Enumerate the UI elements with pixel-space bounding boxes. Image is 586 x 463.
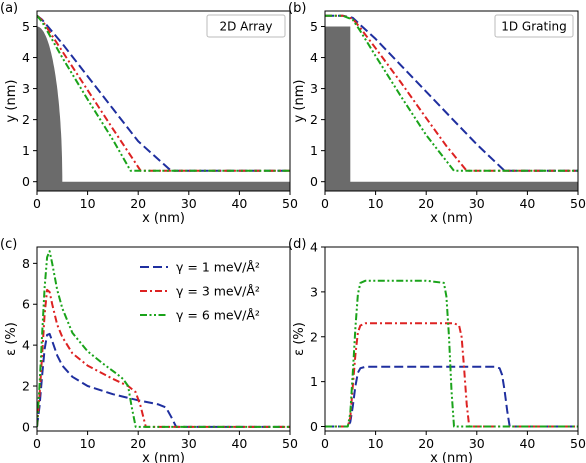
y-tick-label: 1 bbox=[310, 374, 318, 389]
panel-label: (c) bbox=[0, 237, 17, 252]
axes-frame bbox=[324, 246, 579, 432]
x-tick-label: 30 bbox=[181, 436, 197, 451]
series-line-gamma-1 bbox=[325, 14, 578, 172]
substrate-shape bbox=[325, 26, 578, 191]
y-axis-label: y (nm) bbox=[292, 80, 307, 123]
y-tick-label: 5 bbox=[22, 19, 30, 34]
x-tick-label: 30 bbox=[469, 436, 485, 451]
x-axis-label: x (nm) bbox=[142, 211, 185, 226]
plot-area bbox=[37, 250, 290, 428]
x-tick-label: 50 bbox=[282, 436, 298, 451]
x-axis-label: x (nm) bbox=[430, 451, 473, 463]
series-line-gamma-3 bbox=[37, 14, 290, 172]
series-line-gamma-6 bbox=[37, 250, 290, 428]
x-tick-label: 40 bbox=[231, 196, 247, 211]
series-line-gamma-1 bbox=[37, 332, 290, 428]
panel-d: 0 10 20 30 40 50 0 1 2 3 4 x (nm) ε (%) (d) bbox=[288, 237, 586, 463]
x-tick-label: 20 bbox=[418, 196, 434, 211]
legend-label: γ = 6 meV/Å² bbox=[176, 308, 260, 323]
y-tick-label: 0 bbox=[22, 174, 30, 189]
y-tick-label: 0 bbox=[310, 419, 318, 434]
x-tick-label: 10 bbox=[80, 436, 96, 451]
plot-area bbox=[325, 14, 578, 191]
axes-frame bbox=[324, 10, 579, 192]
x-tick-label: 0 bbox=[321, 436, 329, 451]
y-tick-label: 3 bbox=[310, 284, 318, 299]
x-tick-label: 10 bbox=[80, 196, 96, 211]
y-tick-label: 0 bbox=[22, 419, 30, 434]
x-tick-label: 30 bbox=[469, 196, 485, 211]
x-axis-label: x (nm) bbox=[142, 451, 185, 463]
x-tick-label: 10 bbox=[368, 196, 384, 211]
series-line-gamma-6 bbox=[325, 14, 578, 172]
y-tick-label: 3 bbox=[22, 81, 30, 96]
x-tick-label: 50 bbox=[570, 436, 586, 451]
x-axis-label: x (nm) bbox=[430, 211, 473, 226]
y-tick-label: 1 bbox=[22, 143, 30, 158]
series-line-gamma-3 bbox=[325, 14, 578, 172]
title-box bbox=[494, 14, 574, 38]
x-tick-label: 40 bbox=[519, 196, 535, 211]
series-line-gamma-3 bbox=[325, 322, 578, 428]
panel-title: 1D Grating bbox=[501, 20, 567, 34]
y-tick-label: 4 bbox=[310, 50, 318, 65]
x-tick-label: 10 bbox=[368, 436, 384, 451]
series-line-gamma-6 bbox=[325, 279, 578, 428]
y-axis-label: ε (%) bbox=[4, 322, 19, 356]
y-tick-label: 4 bbox=[22, 338, 30, 353]
x-tick-label: 50 bbox=[282, 196, 298, 211]
y-tick-label: 8 bbox=[22, 256, 30, 271]
x-tick-label: 0 bbox=[33, 196, 41, 211]
y-tick-label: 2 bbox=[22, 112, 30, 127]
y-tick-label: 2 bbox=[22, 379, 30, 394]
panel-b: 0 10 20 30 40 50 0 1 2 3 4 5 x (nm) y (nm) (b) 1D Grati… bbox=[288, 1, 586, 226]
y-axis-label: y (nm) bbox=[4, 80, 19, 123]
x-tick-label: 0 bbox=[321, 196, 329, 211]
y-tick-label: 2 bbox=[310, 329, 318, 344]
y-tick-label: 2 bbox=[310, 112, 318, 127]
y-tick-label: 5 bbox=[310, 19, 318, 34]
panel-a: 0 10 20 30 40 50 0 1 2 3 4 5 x (nm) y (nm) (a) 2D Array bbox=[0, 1, 298, 226]
legend-label: γ = 1 meV/Å² bbox=[176, 260, 260, 275]
y-tick-label: 4 bbox=[310, 240, 318, 255]
y-axis-label: ε (%) bbox=[292, 322, 307, 356]
x-tick-label: 20 bbox=[418, 436, 434, 451]
plot-area bbox=[37, 14, 290, 191]
panel-c: 0 10 20 30 40 50 0 2 4 6 8 x (nm) ε (%) (c) γ = 1 meV/… bbox=[0, 237, 298, 463]
x-tick-label: 30 bbox=[181, 196, 197, 211]
x-tick-label: 20 bbox=[130, 436, 146, 451]
panel-label: (a) bbox=[0, 1, 18, 16]
x-tick-label: 40 bbox=[231, 436, 247, 451]
axes-frame bbox=[36, 10, 291, 192]
series-line-gamma-1 bbox=[325, 365, 578, 428]
x-tick-label: 20 bbox=[130, 196, 146, 211]
axes-frame bbox=[36, 246, 291, 432]
series-line-gamma-1 bbox=[37, 14, 290, 172]
y-tick-label: 6 bbox=[22, 297, 30, 312]
legend: γ = 1 meV/Å² γ = 3 meV/Å² γ = 6 meV/Å² bbox=[140, 260, 260, 323]
panel-label: (d) bbox=[288, 237, 306, 252]
panel-title: 2D Array bbox=[219, 20, 272, 34]
y-tick-label: 4 bbox=[22, 50, 30, 65]
plot-area bbox=[325, 279, 578, 428]
x-tick-label: 40 bbox=[519, 436, 535, 451]
panel-label: (b) bbox=[288, 1, 306, 16]
title-box bbox=[206, 14, 286, 38]
substrate-shape bbox=[37, 26, 290, 191]
x-tick-label: 50 bbox=[570, 196, 586, 211]
legend-label: γ = 3 meV/Å² bbox=[176, 284, 260, 299]
y-tick-label: 3 bbox=[310, 81, 318, 96]
y-tick-label: 0 bbox=[310, 174, 318, 189]
x-tick-label: 0 bbox=[33, 436, 41, 451]
series-line-gamma-6 bbox=[37, 15, 290, 172]
y-tick-label: 1 bbox=[310, 143, 318, 158]
series-line-gamma-3 bbox=[37, 288, 290, 428]
